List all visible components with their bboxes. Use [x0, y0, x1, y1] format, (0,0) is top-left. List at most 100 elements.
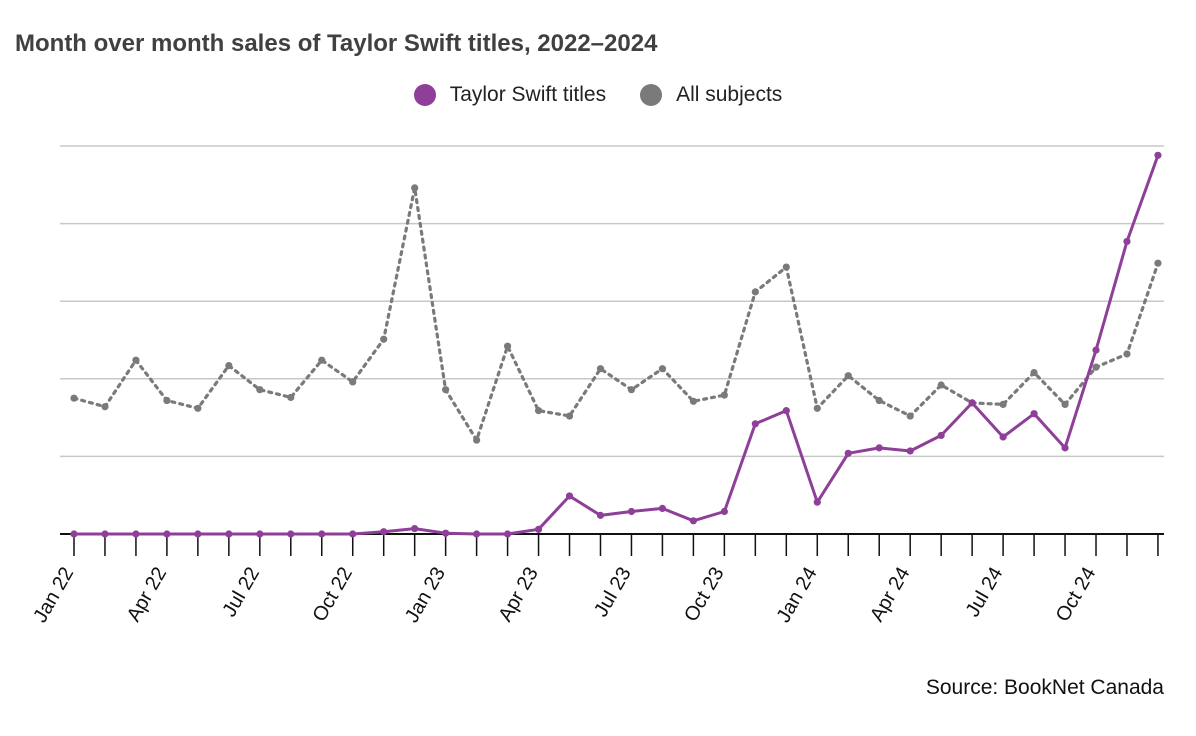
point-taylor: [782, 407, 790, 415]
legend-item-taylor[interactable]: Taylor Swift titles: [413, 83, 607, 107]
point-taylor: [287, 530, 295, 538]
point-taylor: [720, 507, 728, 516]
x-tick-label: Oct 23: [680, 564, 729, 626]
point-all: [318, 356, 326, 364]
point-taylor: [473, 530, 481, 538]
point-taylor: [906, 447, 914, 455]
point-taylor: [937, 431, 945, 440]
x-tick-label: Jul 23: [590, 564, 636, 621]
point-taylor: [1030, 410, 1038, 418]
point-taylor: [1092, 346, 1100, 354]
point-all: [906, 412, 914, 420]
point-all: [1092, 363, 1100, 371]
x-tick-label: Apr 24: [866, 564, 915, 626]
point-taylor: [565, 492, 574, 500]
point-taylor: [689, 517, 698, 525]
point-all: [844, 372, 852, 380]
point-all: [1123, 350, 1131, 358]
point-taylor: [256, 530, 264, 538]
x-tick-label: Apr 22: [123, 564, 172, 626]
point-all: [937, 381, 945, 389]
point-all: [503, 342, 512, 350]
point-all: [720, 391, 728, 399]
x-tick-label: Jan 24: [773, 564, 822, 627]
point-all: [442, 386, 450, 394]
x-tick-label: Apr 23: [494, 564, 543, 626]
point-taylor: [442, 529, 450, 537]
point-all: [132, 356, 140, 364]
point-taylor: [101, 530, 109, 538]
source-note: Source: BookNet Canada: [925, 676, 1164, 699]
point-taylor: [751, 420, 759, 428]
point-all: [1061, 400, 1069, 409]
gridlines: [60, 145, 1164, 458]
point-all: [534, 407, 543, 415]
x-axis: [60, 533, 1164, 556]
point-all: [1154, 259, 1162, 267]
point-all: [380, 335, 388, 343]
point-taylor: [596, 511, 605, 519]
x-tick-label: Jul 24: [962, 564, 1008, 621]
point-taylor: [318, 530, 326, 538]
point-all: [70, 394, 78, 402]
legend-marker-all: [640, 84, 663, 106]
point-taylor: [380, 528, 388, 536]
series-line-all: [72, 186, 1160, 442]
x-tick-label: Oct 22: [309, 564, 358, 626]
legend-label-all: All subjects: [676, 83, 783, 106]
point-all: [813, 404, 821, 412]
point-taylor: [1123, 237, 1131, 246]
legend: Taylor Swift titles All subjects: [0, 83, 1196, 107]
x-tick-label: Jan 22: [29, 564, 78, 627]
point-all: [349, 378, 357, 386]
point-taylor: [411, 524, 419, 533]
point-all: [627, 386, 636, 394]
point-taylor: [225, 530, 233, 538]
point-all: [225, 362, 233, 370]
point-all: [287, 393, 295, 402]
legend-label-taylor: Taylor Swift titles: [449, 83, 607, 106]
point-taylor: [163, 530, 171, 538]
point-taylor: [503, 530, 512, 538]
point-taylor: [658, 504, 667, 512]
point-taylor: [70, 530, 78, 538]
point-all: [658, 365, 667, 373]
point-taylor: [534, 525, 543, 533]
legend-item-all[interactable]: All subjects: [640, 83, 782, 107]
chart-title: Month over month sales of Taylor Swift t…: [15, 30, 658, 57]
point-all: [163, 396, 171, 405]
point-all: [101, 403, 109, 411]
series-line-taylor: [74, 154, 1160, 536]
point-all: [194, 404, 202, 412]
point-all: [751, 288, 759, 296]
point-all: [411, 184, 419, 192]
point-taylor: [194, 530, 202, 538]
point-taylor: [1061, 444, 1069, 452]
point-taylor: [132, 530, 140, 538]
legend-marker-taylor: [413, 84, 436, 106]
point-all: [1030, 368, 1038, 377]
x-tick-labels: Jan 22 Apr 22 Jul 22 Oct 22 Jan 23 Apr 23 Jul …: [29, 564, 1100, 627]
point-taylor: [999, 433, 1007, 441]
point-taylor: [627, 507, 636, 516]
point-all: [596, 365, 605, 373]
point-all: [565, 412, 574, 420]
point-all: [875, 396, 883, 405]
series-lines: [72, 154, 1160, 536]
point-taylor: [1154, 151, 1162, 159]
x-tick-label: Jul 22: [218, 564, 264, 621]
point-taylor: [844, 449, 852, 457]
point-all: [999, 400, 1007, 409]
point-all: [689, 397, 698, 405]
x-tick-label: Oct 24: [1052, 564, 1101, 626]
point-all: [256, 386, 264, 394]
x-tick-label: Jan 23: [401, 564, 450, 627]
point-all: [473, 436, 481, 444]
point-taylor: [968, 399, 976, 407]
series-points: [70, 151, 1162, 538]
point-taylor: [813, 498, 821, 506]
point-taylor: [875, 444, 883, 452]
point-all: [782, 263, 790, 271]
point-taylor: [349, 530, 357, 538]
